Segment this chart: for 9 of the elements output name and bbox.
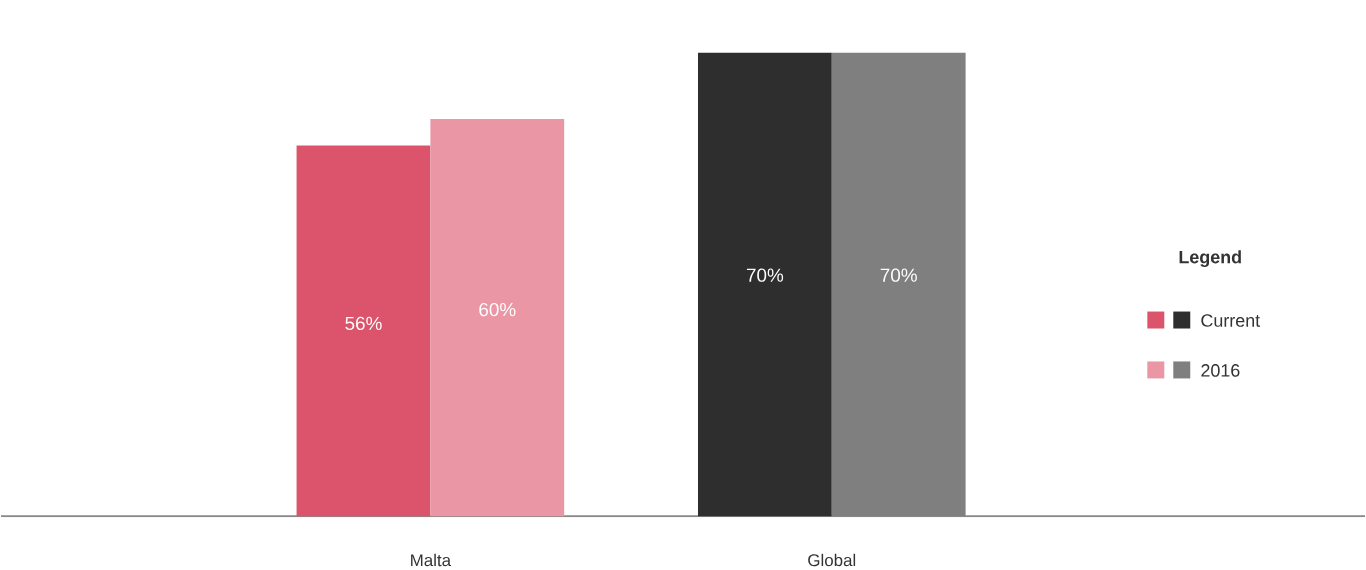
data-label: 70% — [880, 268, 917, 283]
data-label: 70% — [746, 268, 784, 283]
data-label: 56% — [345, 316, 382, 331]
x-tick-label: Malta — [411, 554, 452, 567]
data-label: 60% — [479, 303, 516, 317]
legend-label: 2016 — [1201, 364, 1240, 378]
x-tick-label: Global — [808, 554, 856, 567]
legend-title: Legend — [1179, 250, 1241, 268]
legend-label: Current — [1201, 314, 1261, 328]
